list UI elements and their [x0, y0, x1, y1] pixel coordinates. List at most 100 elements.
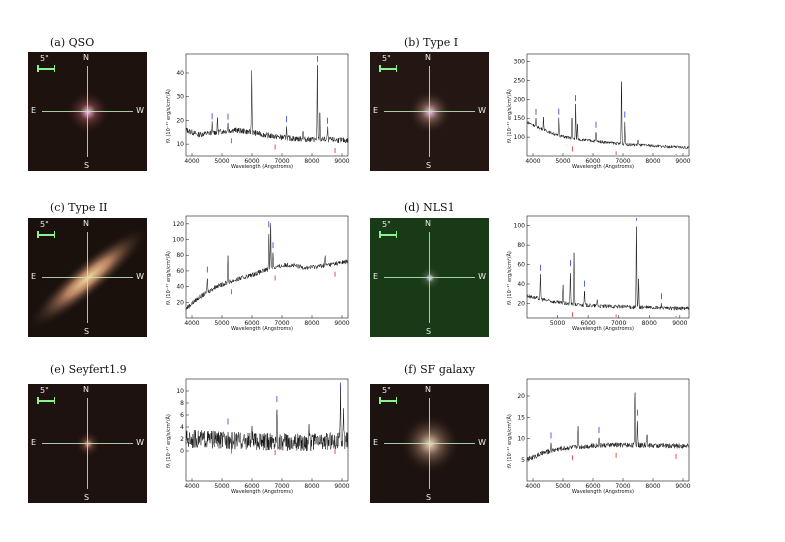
galaxy-core — [400, 414, 460, 474]
x-tick-label: 5000 — [214, 320, 229, 327]
spectrum-plot: 4000 5000 6000 7000 8000 9000 10 20 30 40 fλ (10⁻… — [166, 50, 352, 176]
sky-image: 5" N S E W — [370, 218, 489, 337]
scale-bar — [379, 231, 397, 238]
x-tick-label: 5000 — [555, 483, 570, 490]
compass-west: W — [478, 106, 486, 115]
x-tick-label: 7000 — [611, 320, 626, 327]
x-tick-label: 8000 — [304, 320, 319, 327]
scale-label: 5" — [40, 220, 49, 229]
x-axis-label: Wavelength (Angstroms) — [572, 489, 634, 495]
panel-caption: (c) Type II — [50, 201, 108, 214]
x-tick-label: 5000 — [550, 320, 565, 327]
spectrum-line — [526, 226, 690, 311]
x-tick-label: 9000 — [675, 483, 690, 490]
panel-caption: (d) NLS1 — [404, 201, 455, 214]
x-tick-label: 6000 — [580, 320, 595, 327]
y-tick-label: 0 — [180, 448, 184, 455]
sky-image: 5" N S E W — [370, 52, 489, 171]
y-tick-label: 120 — [173, 221, 185, 228]
plot-frame — [526, 215, 690, 319]
scale-label: 5" — [382, 220, 391, 229]
x-tick-label: 7000 — [274, 158, 289, 165]
spectrum-svg: 4000 5000 6000 7000 8000 9000 100 150 200 250 300 — [514, 53, 691, 165]
y-tick-label: 10 — [176, 141, 184, 148]
crosshair-vertical — [87, 66, 88, 157]
y-axis-label: fλ (10⁻¹⁷ erg/s/cm²/Å) — [507, 251, 513, 305]
galaxy-disk — [28, 226, 147, 330]
x-tick-label: 7000 — [615, 158, 630, 165]
spectrum-plot: 4000 5000 6000 7000 8000 9000 0 2 4 6 8 10 fλ (10⁻¹… — [166, 375, 352, 501]
x-axis-label: Wavelength (Angstroms) — [231, 326, 293, 332]
plot-frame — [526, 53, 690, 157]
y-tick-label: 5 — [521, 457, 525, 464]
sky-image: 5" N S E W — [28, 52, 147, 171]
galaxy-core — [418, 266, 442, 290]
x-tick-label: 4000 — [525, 158, 540, 165]
x-tick-label: 5000 — [214, 483, 229, 490]
x-tick-label: 6000 — [244, 158, 259, 165]
x-axis-label: Wavelength (Angstroms) — [231, 164, 293, 170]
spectrum-svg: 4000 5000 6000 7000 8000 9000 0 2 4 6 8 10 — [176, 378, 350, 490]
x-tick-label: 9000 — [334, 320, 349, 327]
scale-label: 5" — [40, 54, 49, 63]
sky-image: 5" N S E W — [370, 384, 489, 503]
x-tick-label: 6000 — [585, 158, 600, 165]
compass-east: E — [373, 272, 379, 281]
x-tick-label: 4000 — [184, 158, 199, 165]
y-tick-label: 30 — [176, 94, 184, 101]
panel-caption: (a) QSO — [50, 36, 95, 49]
y-tick-label: 300 — [514, 59, 526, 66]
scale-label: 5" — [40, 386, 49, 395]
y-tick-label: 10 — [517, 436, 525, 443]
compass-east: E — [31, 272, 37, 281]
x-axis-label: Wavelength (Angstroms) — [572, 326, 634, 332]
plot-frame — [185, 215, 349, 319]
x-tick-label: 4000 — [184, 483, 199, 490]
compass-east: E — [31, 438, 37, 447]
spectrum-svg: 4000 5000 6000 7000 8000 9000 5 10 15 20 — [517, 378, 691, 490]
x-tick-label: 4000 — [525, 483, 540, 490]
y-axis-label: fλ (10⁻¹⁷ erg/s/cm²/Å) — [507, 89, 513, 143]
spectrum-plot: 4000 5000 6000 7000 8000 9000 100 150 200 250 300 … — [507, 50, 693, 176]
compass-south: S — [426, 161, 432, 170]
y-tick-label: 10 — [176, 388, 184, 395]
compass-south: S — [426, 493, 432, 502]
y-tick-label: 200 — [514, 96, 526, 103]
compass-north: N — [425, 385, 431, 394]
x-tick-label: 8000 — [645, 158, 660, 165]
y-tick-label: 80 — [176, 252, 184, 259]
plot-frame — [185, 53, 349, 157]
y-axis-label: fλ (10⁻¹⁷ erg/s/cm²/Å) — [507, 414, 513, 468]
compass-north: N — [83, 219, 89, 228]
x-tick-label: 9000 — [334, 158, 349, 165]
compass-south: S — [84, 493, 90, 502]
x-tick-label: 5000 — [214, 158, 229, 165]
x-tick-label: 8000 — [304, 483, 319, 490]
compass-south: S — [84, 327, 90, 336]
y-tick-label: 40 — [176, 284, 184, 291]
y-axis-label: fλ (10⁻¹⁷ erg/s/cm²/Å) — [166, 251, 172, 305]
scale-bar — [379, 65, 397, 72]
scale-bar — [379, 397, 397, 404]
x-tick-label: 6000 — [585, 483, 600, 490]
compass-south: S — [84, 161, 90, 170]
y-tick-label: 60 — [176, 268, 184, 275]
spectrum-plot: 4000 5000 6000 7000 8000 9000 5 10 15 20 fλ (10⁻¹… — [507, 375, 693, 501]
crosshair-vertical — [87, 232, 88, 323]
compass-north: N — [83, 385, 89, 394]
x-tick-label: 6000 — [244, 483, 259, 490]
x-tick-label: 8000 — [645, 483, 660, 490]
x-tick-label: 9000 — [672, 320, 687, 327]
y-tick-label: 15 — [517, 414, 525, 421]
compass-north: N — [425, 219, 431, 228]
compass-east: E — [373, 106, 379, 115]
y-tick-label: 6 — [180, 412, 184, 419]
galaxy-core — [66, 90, 110, 134]
plot-frame — [526, 378, 690, 482]
spectrum-svg: 5000 6000 7000 8000 9000 20 40 60 80 100 — [514, 215, 690, 327]
y-tick-label: 80 — [517, 242, 525, 249]
spectrum-line — [185, 65, 349, 144]
crosshair-vertical — [87, 398, 88, 489]
spectrum-line — [526, 392, 690, 462]
x-axis-label: Wavelength (Angstroms) — [572, 164, 634, 170]
